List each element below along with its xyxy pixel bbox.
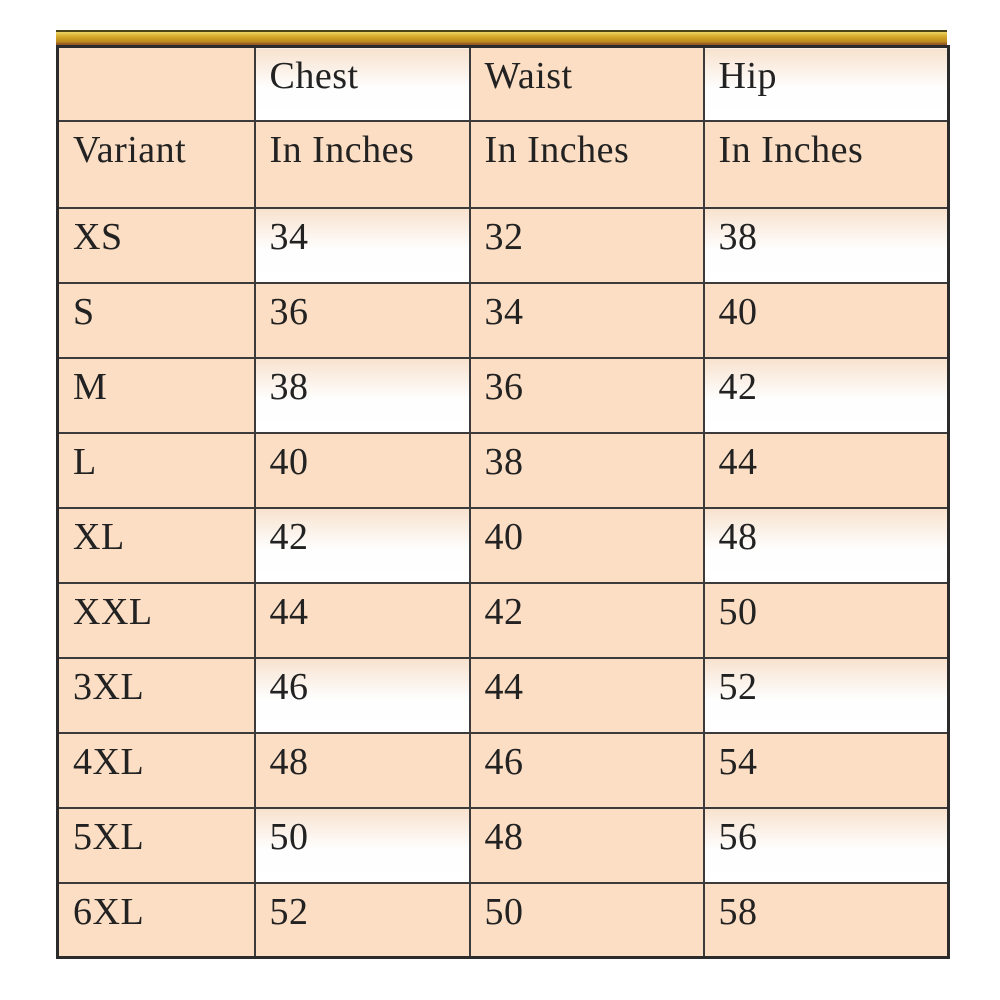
table-row-xs: XS 34 32 38: [56, 206, 950, 284]
table-row-l: L 40 38 44: [56, 431, 950, 509]
subheader-chest-units-cell: In Inches: [253, 119, 471, 209]
table-row-3xl: 3XL 46 44 52: [56, 656, 950, 734]
4xl-waist-cell: 46: [468, 731, 705, 809]
table-row-xxl: XXL 44 42 50: [56, 581, 950, 659]
header-waist-cell: Waist: [468, 45, 705, 122]
5xl-waist-cell: 48: [468, 806, 705, 884]
4xl-chest-cell: 48: [253, 731, 471, 809]
xxl-waist-cell: 42: [468, 581, 705, 659]
l-hip-cell: 44: [702, 431, 950, 509]
5xl-hip-cell: 56: [702, 806, 950, 884]
xl-waist-cell: 40: [468, 506, 705, 584]
3xl-chest-cell: 46: [253, 656, 471, 734]
6xl-variant-cell: 6XL: [56, 881, 256, 959]
s-chest-cell: 36: [253, 281, 471, 359]
4xl-variant-cell: 4XL: [56, 731, 256, 809]
xs-hip-cell: 38: [702, 206, 950, 284]
subheader-variant-cell: Variant: [56, 119, 256, 209]
m-variant-cell: M: [56, 356, 256, 434]
xl-variant-cell: XL: [56, 506, 256, 584]
units-row: Variant In Inches In Inches In Inches: [56, 119, 950, 209]
xxl-variant-cell: XXL: [56, 581, 256, 659]
5xl-chest-cell: 50: [253, 806, 471, 884]
header-chest-cell: Chest: [253, 45, 471, 122]
6xl-waist-cell: 50: [468, 881, 705, 959]
m-chest-cell: 38: [253, 356, 471, 434]
table-row-4xl: 4XL 48 46 54: [56, 731, 950, 809]
table-row-s: S 36 34 40: [56, 281, 950, 359]
m-waist-cell: 36: [468, 356, 705, 434]
6xl-chest-cell: 52: [253, 881, 471, 959]
m-hip-cell: 42: [702, 356, 950, 434]
xxl-hip-cell: 50: [702, 581, 950, 659]
xs-waist-cell: 32: [468, 206, 705, 284]
5xl-variant-cell: 5XL: [56, 806, 256, 884]
6xl-hip-cell: 58: [702, 881, 950, 959]
header-row: Chest Waist Hip: [56, 45, 950, 122]
size-chart-table: Chest Waist Hip Variant In Inches In Inc…: [56, 45, 950, 959]
table-row-5xl: 5XL 50 48 56: [56, 806, 950, 884]
3xl-variant-cell: 3XL: [56, 656, 256, 734]
size-chart: Chest Waist Hip Variant In Inches In Inc…: [56, 30, 950, 959]
3xl-waist-cell: 44: [468, 656, 705, 734]
header-empty-cell: [56, 45, 256, 122]
table-row-xl: XL 42 40 48: [56, 506, 950, 584]
l-waist-cell: 38: [468, 431, 705, 509]
xs-chest-cell: 34: [253, 206, 471, 284]
table-row-m: M 38 36 42: [56, 356, 950, 434]
header-hip-cell: Hip: [702, 45, 950, 122]
3xl-hip-cell: 52: [702, 656, 950, 734]
l-variant-cell: L: [56, 431, 256, 509]
xl-hip-cell: 48: [702, 506, 950, 584]
gold-top-border: [56, 30, 947, 45]
s-hip-cell: 40: [702, 281, 950, 359]
xl-chest-cell: 42: [253, 506, 471, 584]
s-variant-cell: S: [56, 281, 256, 359]
subheader-hip-units-cell: In Inches: [702, 119, 950, 209]
subheader-waist-units-cell: In Inches: [468, 119, 705, 209]
xs-variant-cell: XS: [56, 206, 256, 284]
4xl-hip-cell: 54: [702, 731, 950, 809]
table-row-6xl: 6XL 52 50 58: [56, 881, 950, 959]
xxl-chest-cell: 44: [253, 581, 471, 659]
s-waist-cell: 34: [468, 281, 705, 359]
l-chest-cell: 40: [253, 431, 471, 509]
